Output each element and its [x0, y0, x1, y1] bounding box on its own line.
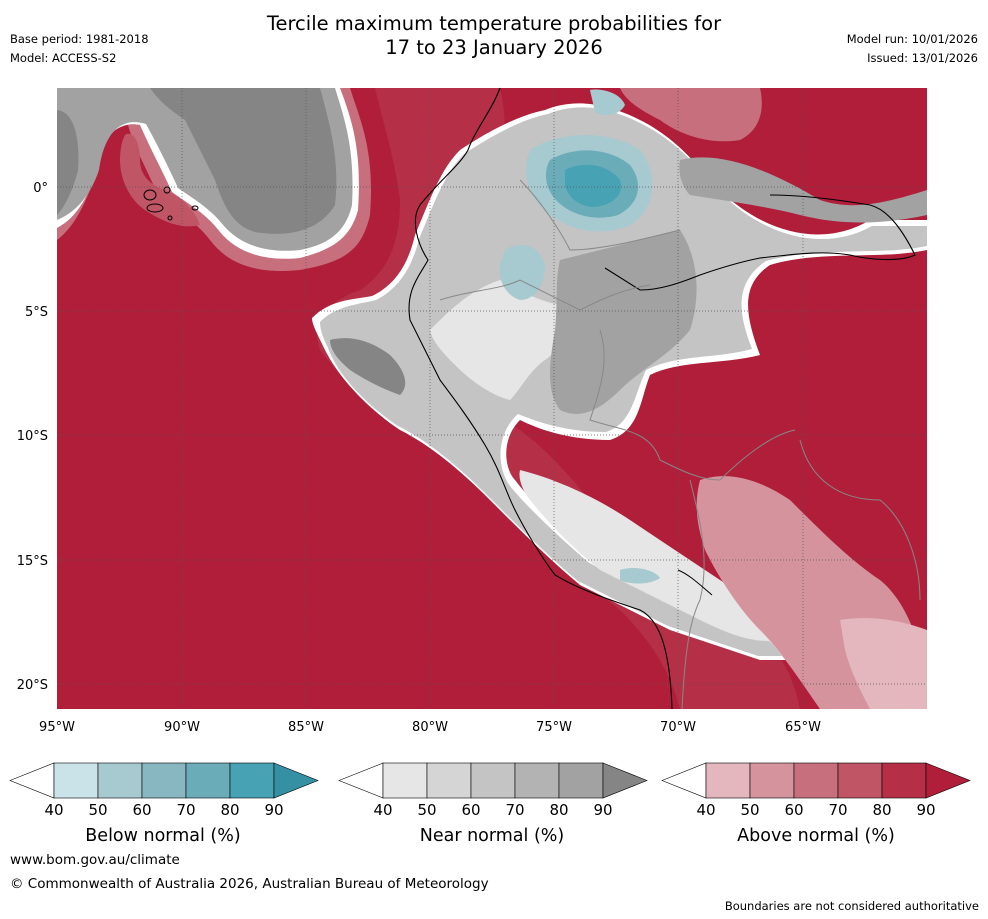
near-colorbar-segment	[558, 762, 604, 799]
below-colorbar-min-extend	[9, 762, 55, 799]
near-colorbar-min-extend	[338, 762, 384, 799]
lat-label: 20°S	[17, 678, 48, 693]
above-normal-label: Above normal (%)	[737, 826, 895, 846]
below-colorbar-tick: 80	[220, 801, 239, 819]
above-colorbar-min-extend	[661, 762, 707, 799]
galapagos-islands	[143, 186, 199, 221]
below-normal-max	[565, 164, 622, 207]
lat-label: 5°S	[25, 305, 48, 320]
below-normal-patch-3	[590, 89, 625, 116]
base-period: Base period: 1981-2018	[10, 32, 149, 46]
country-borders	[439, 179, 921, 710]
title-line-2: 17 to 23 January 2026	[385, 36, 603, 59]
near-colorbar-segment	[514, 762, 560, 799]
near-colorbar-segment	[382, 762, 428, 799]
meta-right: Model run: 10/01/2026 Issued: 13/01/2026	[847, 30, 978, 68]
meta-left: Base period: 1981-2018 Model: ACCESS-S2	[10, 30, 149, 68]
near-colorbar-tick: 60	[461, 801, 480, 819]
below-normal-patch-4	[620, 567, 660, 584]
above-colorbar-tick: 90	[916, 801, 935, 819]
below-colorbar-tick: 50	[88, 801, 107, 819]
above-colorbar-segment	[749, 762, 795, 799]
coastline	[408, 87, 673, 710]
below-colorbar: 40 50 60 70 80 90	[9, 762, 319, 819]
below-normal-label: Below normal (%)	[85, 826, 241, 846]
above-colorbar-segment	[881, 762, 927, 799]
above-colorbar-max-extend	[925, 762, 971, 799]
above-colorbar-tick: 70	[828, 801, 847, 819]
below-colorbar-segment	[53, 762, 99, 799]
above-colorbar-tick: 40	[696, 801, 715, 819]
footer-note: Boundaries are not considered authoritat…	[724, 899, 979, 913]
nw-dark-grey-2	[57, 110, 79, 215]
above-colorbar-tick: 60	[784, 801, 803, 819]
above-lightest-se	[840, 618, 927, 709]
near-colorbar-tick: 80	[549, 801, 568, 819]
above-colorbar-segment	[793, 762, 839, 799]
near-colorbar-tick: 90	[593, 801, 612, 819]
probability-field	[57, 88, 927, 709]
near-colorbar-max-extend	[602, 762, 648, 799]
axis-labels: 95°W 90°W 85°W 80°W 75°W 70°W 65°W 0° 5°…	[17, 181, 821, 735]
graticule	[57, 88, 927, 709]
lon-label: 75°W	[536, 720, 572, 735]
lon-label: 90°W	[164, 720, 200, 735]
near-colorbar-tick: 40	[373, 801, 392, 819]
near-colorbar-tick: 50	[417, 801, 436, 819]
near-dark-patch	[550, 230, 697, 414]
near-light-patch-2	[519, 470, 780, 641]
near-colorbar-segment	[470, 762, 516, 799]
above-colorbar-segment	[705, 762, 751, 799]
title-line-1: Tercile maximum temperature probabilitie…	[266, 12, 722, 35]
below-colorbar-segment	[229, 762, 275, 799]
near-normal-label: Near normal (%)	[419, 826, 565, 846]
lon-label: 95°W	[39, 720, 75, 735]
above-colorbar: 40 50 60 70 80 90	[661, 762, 971, 819]
above-colorbar-segment	[837, 762, 883, 799]
lon-label: 70°W	[660, 720, 696, 735]
galapagos-above	[120, 133, 200, 227]
below-normal-patch-2	[499, 245, 545, 300]
below-colorbar-segment	[97, 762, 143, 799]
near-colorbar-segment	[426, 762, 472, 799]
amazon-river	[604, 194, 916, 291]
above-north	[620, 88, 762, 142]
below-colorbar-segment	[185, 762, 231, 799]
colorbars: 40 50 60 70 80 90 40 50 60 70 80 90 40 50 60 70 80 90	[9, 762, 971, 819]
footer-copyright: © Commonwealth of Australia 2026, Austra…	[10, 876, 489, 892]
below-colorbar-tick: 70	[176, 801, 195, 819]
below-colorbar-segment	[141, 762, 187, 799]
lon-label: 80°W	[412, 720, 448, 735]
issued-date: Issued: 13/01/2026	[867, 51, 978, 65]
coast-dark-grey	[330, 338, 406, 395]
lon-label: 85°W	[288, 720, 324, 735]
near-colorbar-tick: 70	[505, 801, 524, 819]
below-colorbar-tick: 60	[132, 801, 151, 819]
lon-label: 65°W	[785, 720, 821, 735]
near-light-patch-1	[430, 280, 565, 400]
nw-dark-grey	[150, 88, 337, 234]
above-colorbar-tick: 50	[740, 801, 759, 819]
below-colorbar-tick: 90	[264, 801, 283, 819]
above-colorbar-tick: 80	[872, 801, 891, 819]
lake-titicaca	[677, 569, 713, 596]
map-title: Tercile maximum temperature probabilitie…	[0, 12, 988, 60]
lat-label: 0°	[33, 181, 48, 196]
amazon-grey	[679, 157, 927, 223]
model-run: Model run: 10/01/2026	[846, 32, 978, 46]
below-colorbar-max-extend	[273, 762, 319, 799]
lat-label: 10°S	[17, 429, 48, 444]
lat-label: 15°S	[17, 554, 48, 569]
model-name: Model: ACCESS-S2	[10, 51, 117, 65]
below-colorbar-tick: 40	[44, 801, 63, 819]
footer-url[interactable]: www.bom.gov.au/climate	[10, 852, 180, 868]
near-colorbar: 40 50 60 70 80 90	[338, 762, 648, 819]
